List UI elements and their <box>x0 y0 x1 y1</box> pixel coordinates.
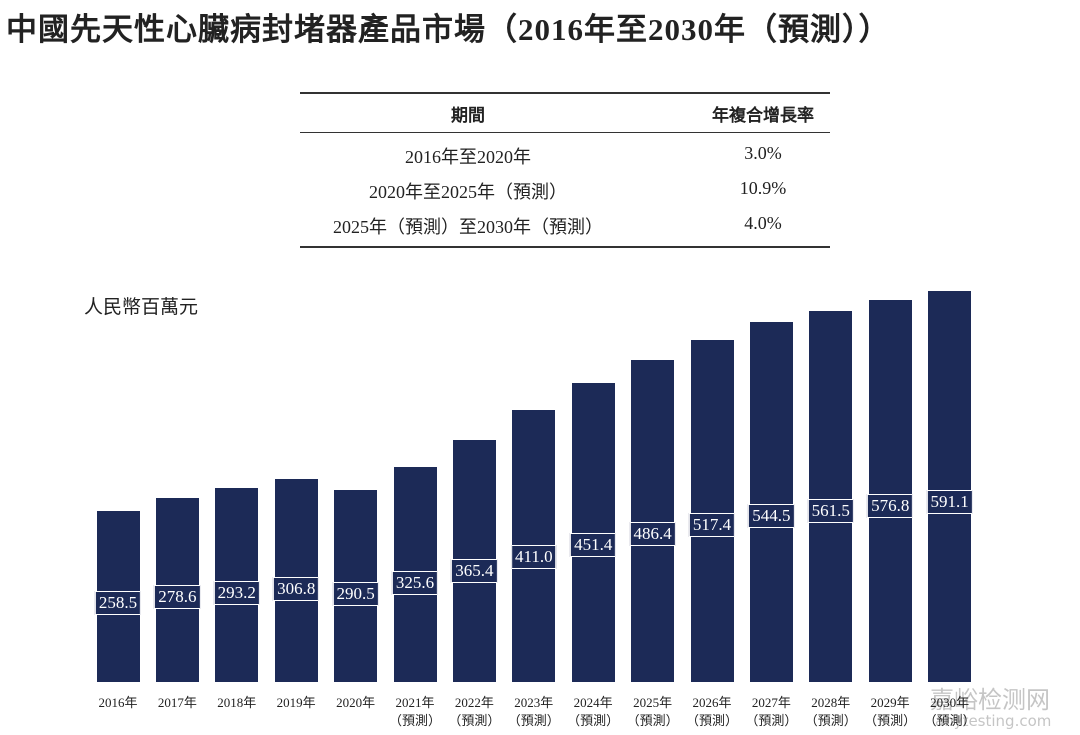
table-cell: 4.0% <box>744 213 782 233</box>
table-cell: 2020年至2025年（預測） <box>369 182 567 202</box>
x-tick-label: 2030年（預測） <box>923 695 976 728</box>
table-cell: 3.0% <box>744 143 782 163</box>
table-rule <box>300 132 830 133</box>
bar <box>631 360 675 682</box>
x-tick-label: 2021年（預測） <box>388 695 441 728</box>
bar <box>690 339 734 682</box>
table-header: 期間 <box>451 106 485 126</box>
table-cell: 2025年（預測）至2030年（預測） <box>333 217 603 237</box>
x-tick-label: 2018年 <box>217 695 257 710</box>
x-tick-label: 2022年（預測） <box>448 695 501 728</box>
value-label: 451.4 <box>570 532 617 557</box>
table-header: 年複合增長率 <box>712 106 814 126</box>
x-tick-label: 2019年 <box>276 695 316 710</box>
value-label: 293.2 <box>213 580 260 605</box>
x-tick-label: 2029年（預測） <box>864 695 917 728</box>
value-label: 544.5 <box>748 504 795 529</box>
value-label: 517.4 <box>688 512 736 537</box>
table-rule <box>300 92 830 94</box>
bar <box>868 300 912 682</box>
bar <box>928 290 972 682</box>
value-label: 306.8 <box>273 576 320 601</box>
bar <box>809 310 853 682</box>
x-tick-label: 2023年（預測） <box>507 695 560 728</box>
watermark: 嘉峪检测网 <box>930 686 1050 714</box>
x-tick-label: 2026年（預測） <box>685 695 738 728</box>
y-axis-label: 人民幣百萬元 <box>84 297 199 318</box>
x-tick-label: 2020年 <box>336 695 376 710</box>
x-tick-label: 2017年 <box>157 695 197 710</box>
x-tick-label: 2028年（預測） <box>804 695 857 728</box>
x-tick-label: 2016年 <box>98 695 138 710</box>
table-cell: 10.9% <box>739 178 787 198</box>
bar <box>749 321 793 682</box>
x-tick-label: 2025年（預測） <box>626 695 679 728</box>
value-label: 576.8 <box>867 494 914 519</box>
value-label: 486.4 <box>629 521 676 546</box>
value-label: 258.5 <box>94 591 142 616</box>
watermark: anytesting.com <box>935 712 1052 730</box>
table-rule <box>300 246 830 248</box>
value-label: 411.0 <box>510 544 557 569</box>
title: 中國先天性心臟病封堵器產品市場（2016年至2030年（預測）） <box>6 12 891 47</box>
value-label: 365.4 <box>451 558 498 583</box>
table-cell: 2016年至2020年 <box>405 147 531 167</box>
value-label: 325.6 <box>391 570 439 595</box>
value-label: 278.6 <box>154 585 201 610</box>
value-label: 591.1 <box>926 490 973 515</box>
value-label: 290.5 <box>332 581 379 606</box>
value-label: 561.5 <box>807 499 854 524</box>
x-tick-label: 2024年（預測） <box>567 695 620 728</box>
x-tick-label: 2027年（預測） <box>745 695 798 728</box>
